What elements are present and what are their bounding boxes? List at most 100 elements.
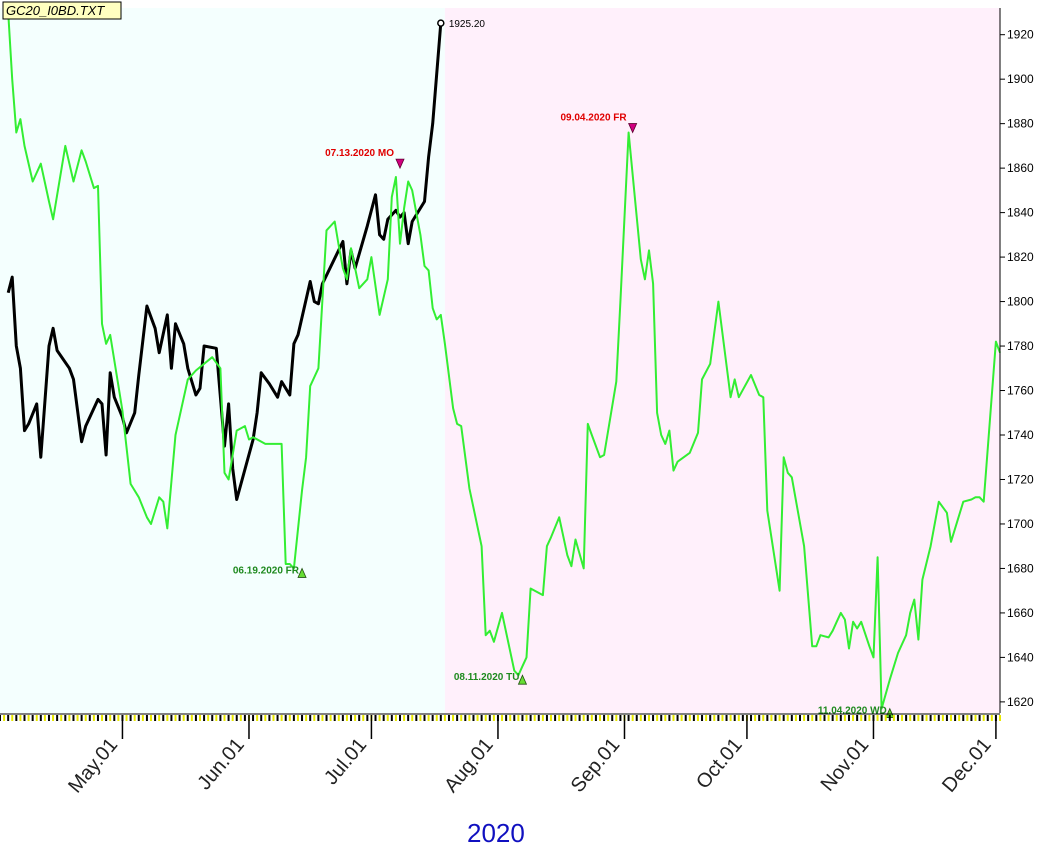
x-day-tick-243 [990,715,993,721]
x-day-tick-180 [733,715,736,721]
x-day-tick-76 [309,715,312,721]
x-day-tick-217 [884,715,887,721]
x-day-tick-71 [288,715,291,721]
x-day-tick-242 [986,715,989,721]
x-day-tick-184 [750,715,753,721]
y-tick-label-4: 1700 [1007,517,1034,531]
x-day-tick-172 [701,715,704,721]
x-day-tick-181 [737,715,740,721]
x-day-tick-27 [109,715,112,721]
x-day-tick-19 [76,715,79,721]
x-day-tick-89 [362,715,365,721]
year-label: 2020 [467,818,525,848]
x-day-tick-114 [464,715,467,721]
x-day-tick-57 [231,715,234,721]
x-day-tick-3 [11,715,14,721]
x-day-tick-219 [892,715,895,721]
x-day-tick-238 [970,715,973,721]
x-day-tick-224 [913,715,916,721]
x-day-tick-100 [407,715,410,721]
x-day-tick-152 [619,715,622,721]
x-day-tick-151 [615,715,618,721]
x-day-tick-70 [284,715,287,721]
x-day-tick-163 [664,715,667,721]
x-day-tick-32 [129,715,132,721]
x-day-tick-47 [190,715,193,721]
x-day-tick-203 [827,715,830,721]
x-day-tick-156 [635,715,638,721]
y-tick-label-10: 1820 [1007,250,1034,264]
x-day-tick-120 [488,715,491,721]
x-day-tick-132 [537,715,540,721]
x-day-tick-81 [329,715,332,721]
x-day-tick-140 [570,715,573,721]
x-day-tick-43 [174,715,177,721]
x-day-tick-73 [296,715,299,721]
x-day-tick-82 [333,715,336,721]
x-day-tick-25 [101,715,104,721]
x-day-tick-39 [158,715,161,721]
x-day-tick-245 [999,715,1001,721]
x-day-tick-119 [484,715,487,721]
x-day-tick-159 [647,715,650,721]
x-day-tick-75 [305,715,308,721]
x-day-tick-215 [876,715,879,721]
x-day-tick-148 [603,715,606,721]
y-tick-label-12: 1860 [1007,161,1034,175]
x-day-tick-210 [856,715,859,721]
y-tick-label-14: 1900 [1007,72,1034,86]
x-day-tick-52 [211,715,214,721]
x-day-tick-53 [215,715,218,721]
y-tick-label-3: 1680 [1007,561,1034,575]
x-day-tick-93 [378,715,381,721]
x-day-tick-168 [684,715,687,721]
x-day-tick-16 [64,715,67,721]
x-day-tick-228 [929,715,932,721]
x-day-tick-198 [807,715,810,721]
x-day-tick-59 [239,715,242,721]
marker-label-3: 09.04.2020 FR [560,113,627,124]
x-day-tick-23 [92,715,95,721]
x-day-tick-28 [113,715,116,721]
x-day-tick-127 [517,715,520,721]
x-day-tick-78 [317,715,320,721]
x-day-tick-205 [835,715,838,721]
series-group: 1925.20 [6,12,1001,710]
x-day-tick-102 [415,715,418,721]
x-day-tick-146 [594,715,597,721]
x-day-tick-229 [933,715,936,721]
x-day-tick-44 [178,715,181,721]
chart-background [0,8,1000,713]
x-day-tick-54 [219,715,222,721]
x-day-tick-124 [505,715,508,721]
y-tick-label-2: 1660 [1007,606,1034,620]
x-day-tick-40 [162,715,165,721]
title-box: GC20_I0BD.TXT [2,1,122,20]
marker-up-0 [297,567,307,578]
x-day-tick-240 [978,715,981,721]
x-day-tick-188 [766,715,769,721]
x-day-tick-207 [843,715,846,721]
x-day-tick-221 [901,715,904,721]
x-day-tick-158 [643,715,646,721]
x-day-tick-115 [468,715,471,721]
x-day-tick-10 [39,715,42,721]
x-day-tick-165 [672,715,675,721]
markers-group: 06.19.2020 FR 07.13.2020 MO 08.11.2020 TU 0… [233,113,895,718]
x-day-tick-0 [0,715,1,721]
marker-label-4: 11.04.2020 WD [818,706,887,717]
x-day-tick-21 [84,715,87,721]
x-day-tick-178 [725,715,728,721]
x-day-tick-174 [709,715,712,721]
x-day-tick-137 [558,715,561,721]
x-day-tick-9 [35,715,38,721]
x-day-tick-111 [452,715,455,721]
x-day-tick-107 [435,715,438,721]
x-day-tick-18 [72,715,75,721]
x-day-tick-134 [545,715,548,721]
x-day-tick-48 [194,715,197,721]
x-day-tick-171 [696,715,699,721]
x-day-tick-186 [758,715,761,721]
x-day-tick-31 [125,715,128,721]
x-day-tick-192 [782,715,785,721]
